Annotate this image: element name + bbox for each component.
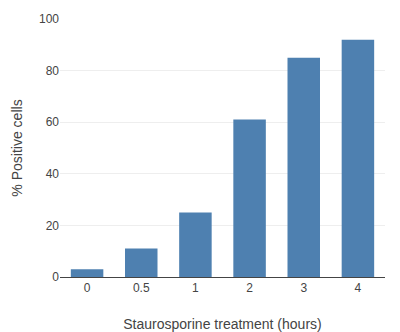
svg-text:0: 0 <box>84 281 91 295</box>
svg-text:2: 2 <box>246 281 253 295</box>
svg-text:4: 4 <box>355 281 362 295</box>
svg-text:100: 100 <box>39 12 59 26</box>
svg-text:1: 1 <box>192 281 199 295</box>
svg-text:0.5: 0.5 <box>133 281 150 295</box>
svg-text:40: 40 <box>46 167 60 181</box>
svg-text:3: 3 <box>300 281 307 295</box>
svg-text:60: 60 <box>46 115 60 129</box>
svg-text:20: 20 <box>46 219 60 233</box>
svg-text:Staurosporine treatment (hours: Staurosporine treatment (hours) <box>123 316 321 332</box>
svg-text:80: 80 <box>46 64 60 78</box>
svg-text:0: 0 <box>52 270 59 284</box>
svg-text:% Positive cells: % Positive cells <box>9 99 25 196</box>
